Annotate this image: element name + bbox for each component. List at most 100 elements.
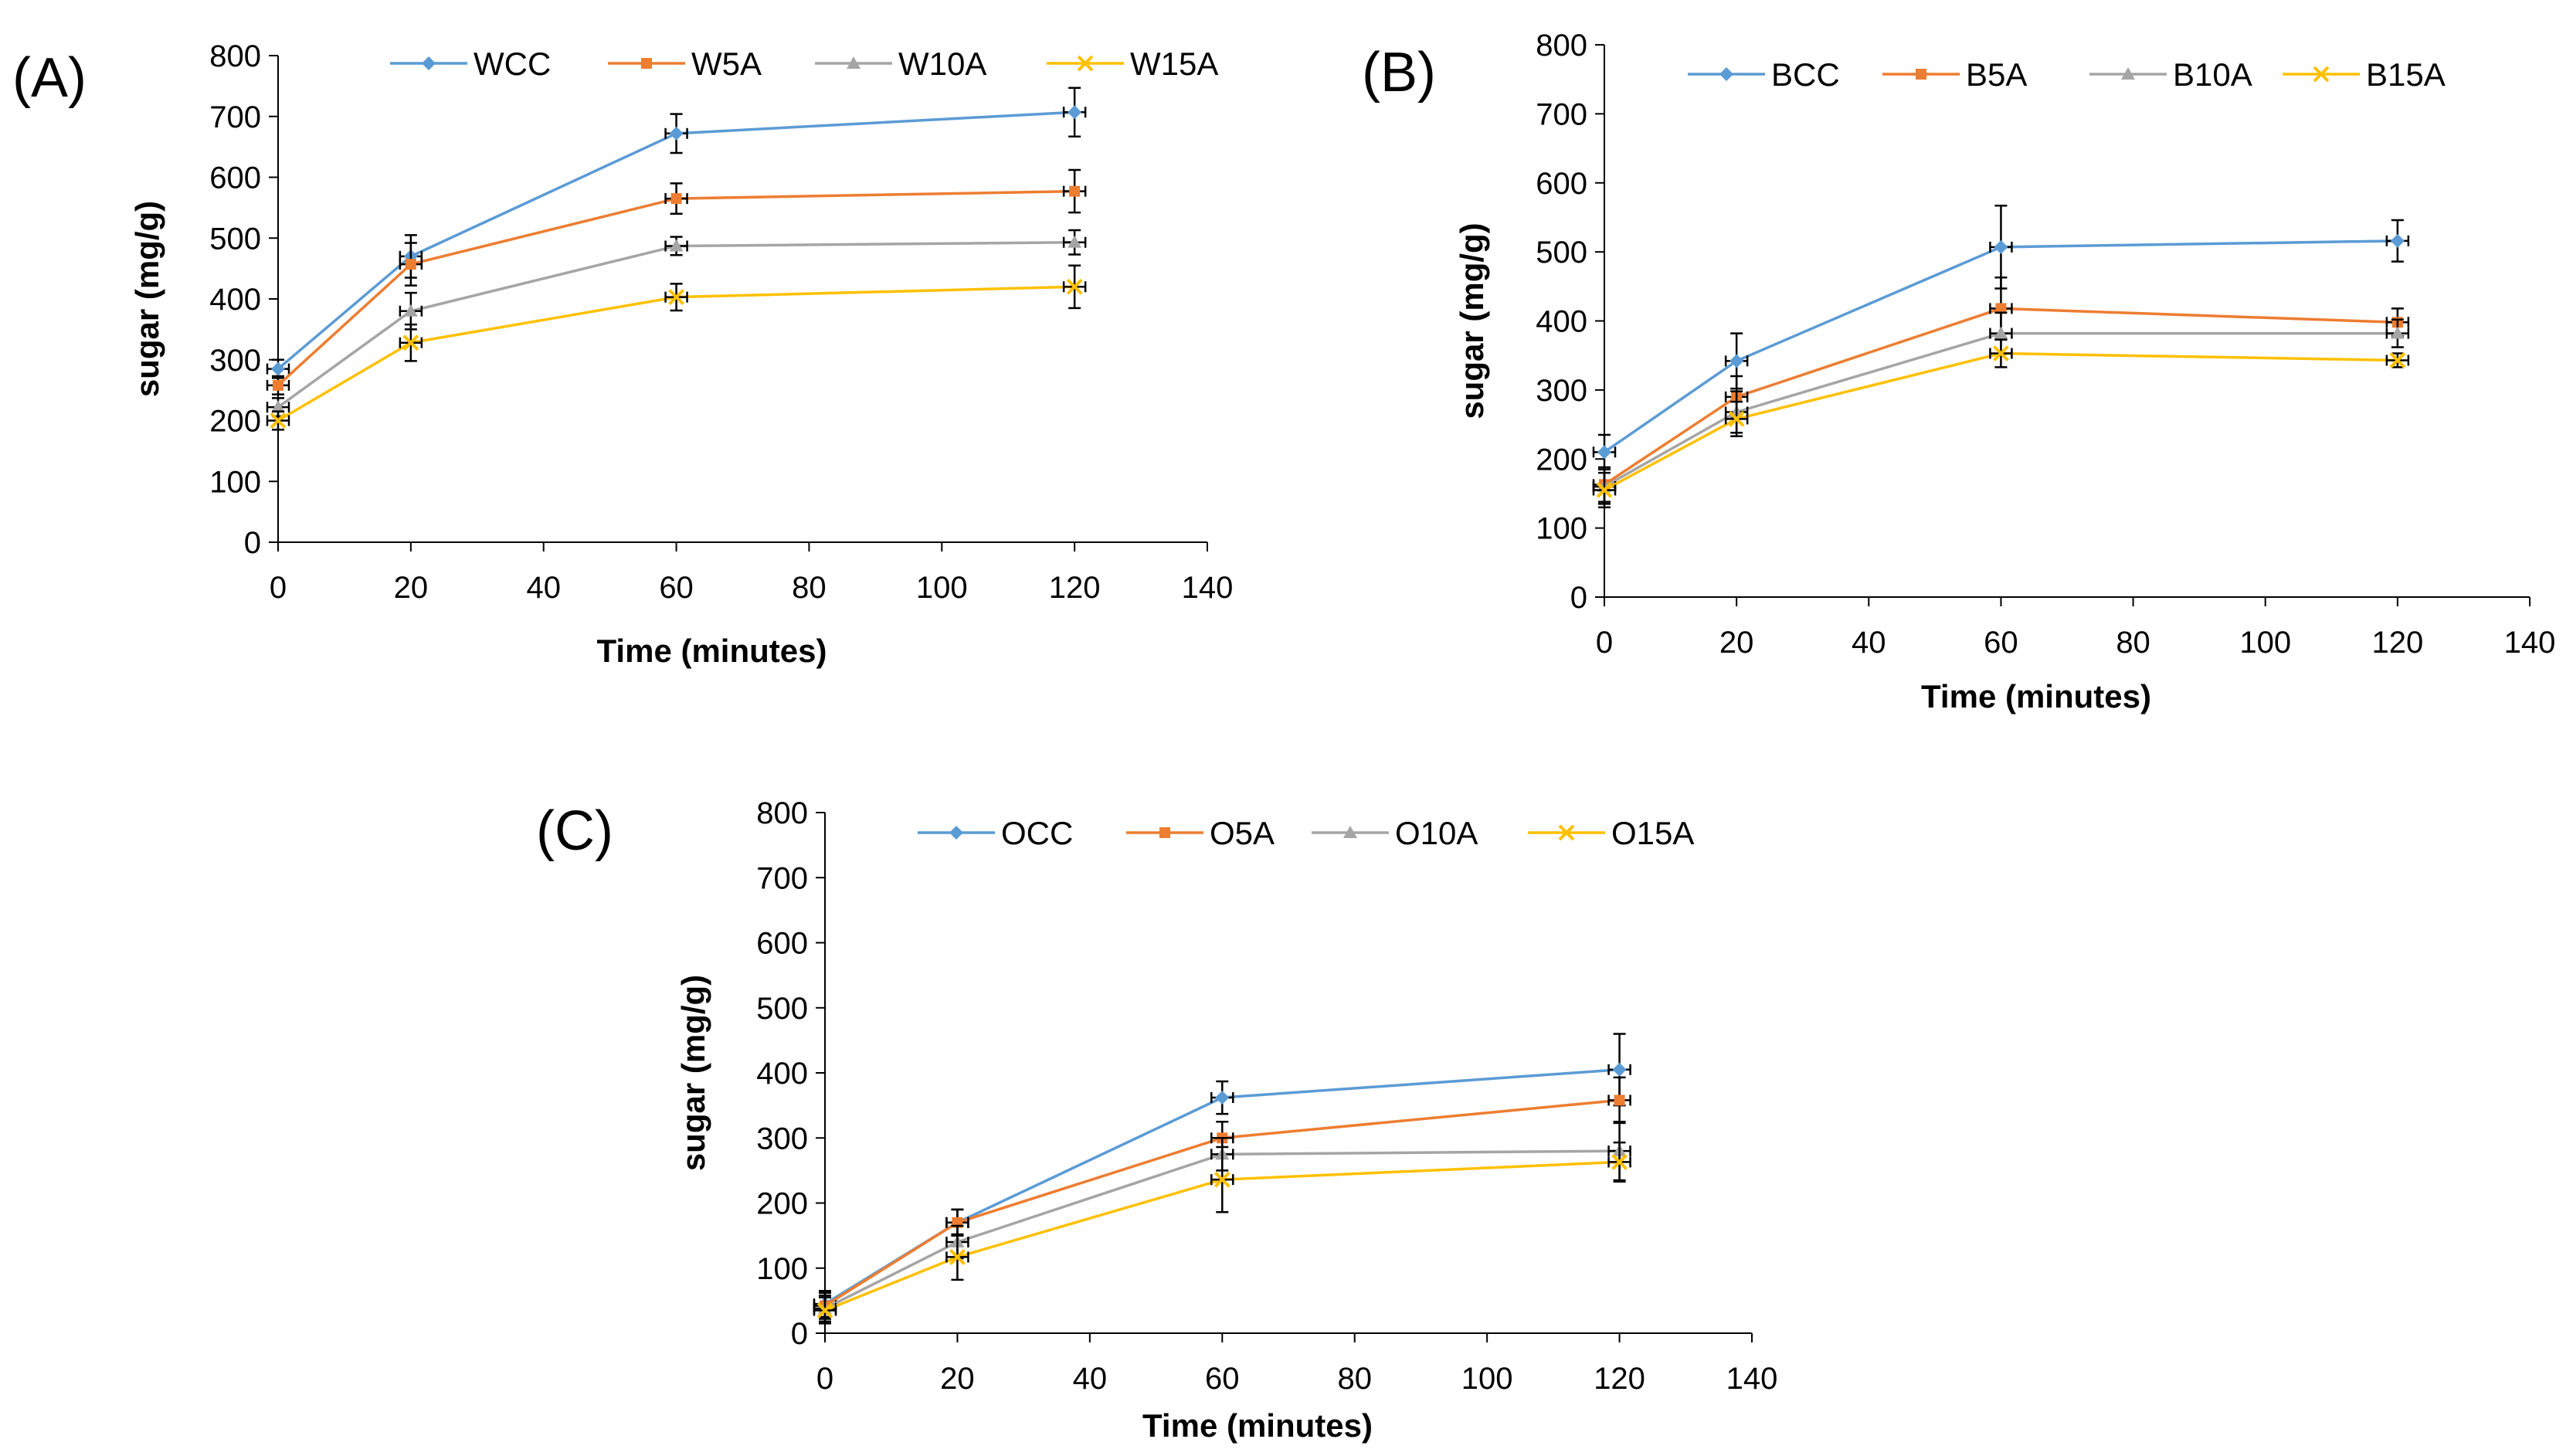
data-point	[1611, 1154, 1628, 1170]
x-tick-label: 20	[940, 1362, 975, 1396]
legend-item-B5A: B5A	[1882, 56, 2027, 93]
legend-label: BCC	[1771, 56, 1840, 93]
x-tick-label: 60	[1205, 1362, 1240, 1396]
legend-label: WCC	[474, 46, 551, 82]
data-point	[668, 289, 684, 306]
series-line	[824, 1149, 1620, 1310]
y-tick-label: 100	[1536, 512, 1587, 546]
legend-item-O15A: O15A	[1528, 815, 1694, 851]
x-tick-label: 0	[270, 571, 287, 605]
series-O15A	[813, 1141, 1631, 1325]
y-tick-label: 600	[756, 927, 808, 961]
data-point	[1614, 1095, 1625, 1106]
legend-label: W15A	[1130, 46, 1218, 82]
x-tick-label: 120	[1594, 1362, 1645, 1396]
data-point	[403, 304, 418, 317]
legend-marker	[1719, 67, 1733, 81]
data-point	[1597, 445, 1611, 460]
legend-item-OCC: OCC	[918, 815, 1073, 851]
y-tick-label: 600	[209, 161, 261, 195]
x-tick-label: 40	[526, 571, 561, 605]
x-tick-label: 0	[1596, 626, 1613, 660]
legend-label: W5A	[691, 46, 762, 82]
x-tick-label: 120	[2371, 626, 2423, 660]
series-line	[277, 110, 1075, 370]
legend-label: O15A	[1611, 815, 1694, 851]
x-tick-label: 80	[792, 571, 827, 605]
x-tick-label: 20	[1719, 626, 1754, 660]
legend-item-WCC: WCC	[390, 46, 551, 82]
x-tick-label: 100	[1461, 1362, 1513, 1396]
series-WCC	[266, 87, 1087, 379]
data-point	[1728, 410, 1745, 427]
legend-marker	[641, 58, 652, 69]
y-tick-label: 700	[209, 100, 261, 134]
y-tick-label: 300	[756, 1122, 808, 1156]
legend-label: W10A	[898, 46, 986, 82]
legend-marker	[1558, 824, 1575, 841]
data-point	[1069, 185, 1081, 197]
x-axis-title: Time (minutes)	[1142, 1407, 1373, 1444]
y-tick-label: 500	[209, 222, 261, 256]
chart-panel-a: (A) 0 100 200 300 400 500 600 700 800 0 20 40 60 80 100…	[12, 39, 1233, 669]
series-B5A	[1592, 276, 2410, 503]
legend-label: OCC	[1001, 815, 1073, 851]
data-point	[1068, 235, 1082, 248]
data-point	[1066, 278, 1083, 295]
y-tick-label: 800	[756, 796, 808, 830]
x-tick-label: 40	[1073, 1362, 1108, 1396]
data-point	[1612, 1062, 1627, 1077]
legend-item-O10A: O10A	[1312, 815, 1478, 851]
legend-marker	[1159, 827, 1170, 838]
data-point	[273, 379, 283, 391]
series-W15A	[266, 264, 1087, 431]
x-tick-label: 20	[394, 571, 429, 605]
y-axis-title: sugar (mg/g)	[1454, 222, 1490, 419]
y-tick-label: 0	[244, 526, 261, 560]
y-tick-label: 100	[756, 1252, 808, 1286]
x-tick-label: 80	[1337, 1362, 1372, 1396]
legend-marker	[1916, 69, 1926, 80]
x-tick-label: 80	[2116, 626, 2150, 660]
y-tick-label: 400	[1536, 305, 1587, 339]
panel-label: (C)	[536, 800, 613, 862]
data-point	[270, 412, 287, 429]
data-point	[405, 259, 416, 270]
series-line	[1604, 307, 2398, 486]
data-point	[1994, 239, 2008, 254]
data-point	[1995, 303, 2007, 314]
legend-marker	[2313, 66, 2330, 83]
legend-marker	[2121, 67, 2135, 80]
legend-label: B10A	[2173, 56, 2252, 93]
series-BCC	[1592, 204, 2410, 470]
legend-item-W5A: W5A	[608, 46, 762, 82]
data-point	[1596, 482, 1613, 498]
data-point	[669, 239, 684, 252]
data-point	[2390, 326, 2405, 339]
y-tick-label: 600	[1536, 167, 1587, 201]
data-point	[1214, 1171, 1230, 1188]
data-point	[1068, 105, 1082, 120]
legend-marker	[847, 56, 860, 69]
y-tick-label: 700	[756, 861, 808, 895]
series-line	[1604, 351, 2398, 492]
x-axis-title: Time (minutes)	[597, 633, 827, 669]
x-tick-label: 100	[2239, 626, 2291, 660]
y-tick-label: 800	[1536, 29, 1587, 63]
x-tick-label: 120	[1049, 571, 1101, 605]
y-tick-label: 400	[756, 1057, 808, 1091]
series-line	[277, 241, 1075, 409]
data-point	[1993, 345, 2009, 361]
y-axis-title: sugar (mg/g)	[129, 201, 165, 397]
series-line	[824, 1160, 1620, 1312]
panel-label: (B)	[1362, 42, 1436, 104]
x-tick-label: 140	[1182, 571, 1234, 605]
series-line	[824, 1098, 1620, 1308]
series-line	[1604, 331, 2398, 488]
y-tick-label: 0	[1570, 581, 1587, 615]
y-tick-label: 200	[756, 1187, 808, 1221]
legend-marker	[949, 826, 963, 840]
data-point	[816, 1302, 833, 1319]
series-B15A	[1592, 338, 2410, 509]
